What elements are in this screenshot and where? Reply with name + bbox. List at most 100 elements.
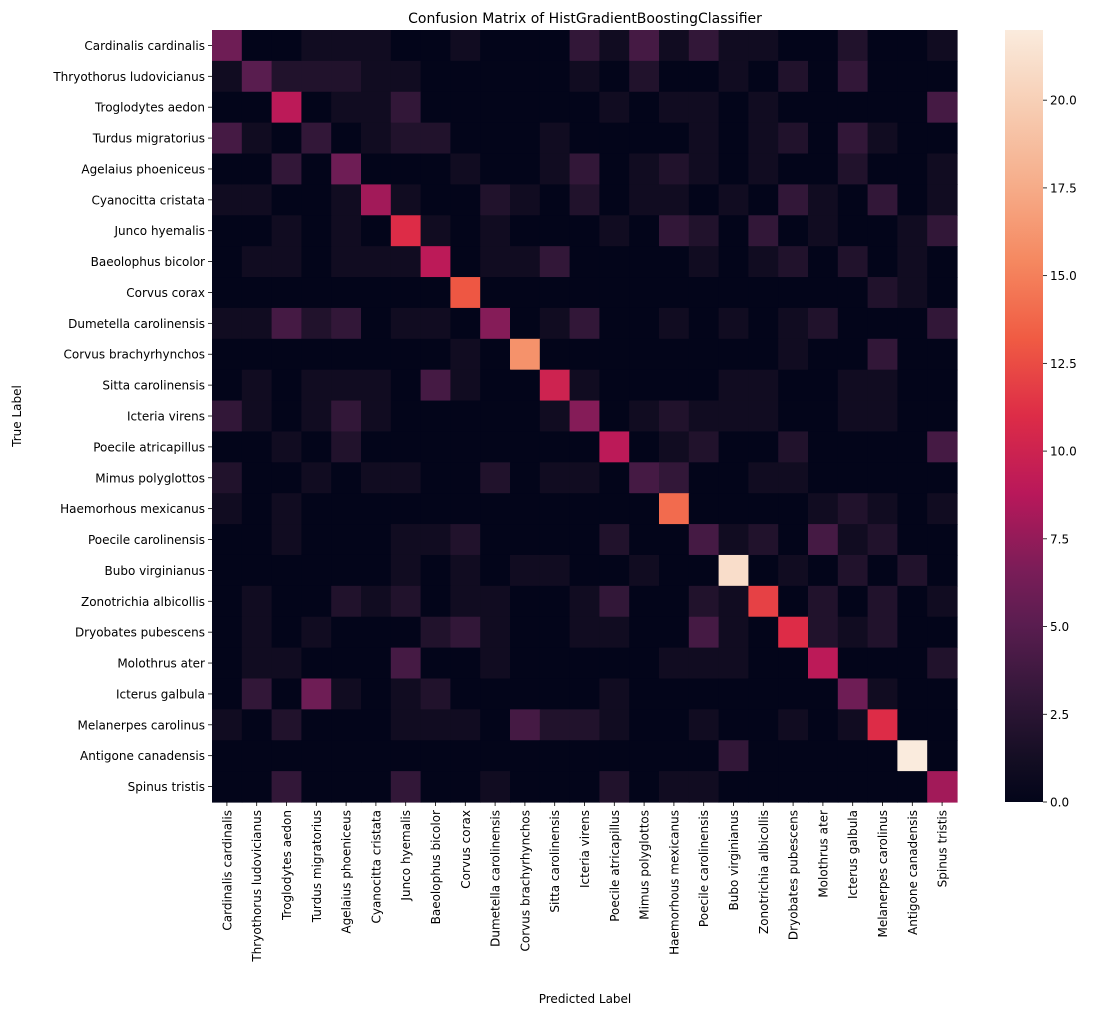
heatmap-cell (361, 30, 392, 62)
heatmap-cells (212, 30, 958, 803)
heatmap-cell (837, 400, 869, 433)
heatmap-cell (778, 493, 809, 525)
y-tick-label: Mimus polyglottos (95, 471, 205, 485)
heatmap-cell (480, 554, 511, 587)
heatmap-cell (927, 771, 958, 803)
y-tick-label: Haemorhous mexicanus (60, 502, 205, 516)
heatmap-cell (539, 338, 571, 371)
heatmap-cell (688, 524, 720, 556)
heatmap-cell (420, 647, 451, 680)
heatmap-cell (629, 493, 660, 525)
heatmap-cell (808, 678, 839, 710)
heatmap-cell (688, 369, 720, 402)
heatmap-cell (659, 369, 690, 402)
heatmap-cell (361, 771, 392, 803)
heatmap-cell (212, 122, 243, 155)
heatmap-cell (897, 91, 928, 124)
heatmap-cell (897, 554, 928, 587)
heatmap-cell (301, 616, 332, 649)
heatmap-cell (420, 246, 451, 278)
heatmap-cell (897, 307, 928, 340)
heatmap-cell (867, 524, 898, 556)
y-tick-label: Agelaius phoeniceus (81, 162, 205, 176)
heatmap-cell (659, 277, 690, 309)
x-tick-label: Baeolophus bicolor (429, 810, 443, 924)
heatmap-cell (659, 91, 690, 124)
heatmap-cell (599, 122, 630, 155)
heatmap-cell (629, 60, 660, 93)
heatmap-cell (539, 771, 571, 803)
y-tick-label: Icterus galbula (116, 687, 205, 701)
heatmap-cell (450, 771, 481, 803)
heatmap-cell (897, 462, 928, 494)
heatmap-cell (510, 369, 541, 402)
heatmap-cell (808, 122, 839, 155)
heatmap-cell (510, 431, 541, 463)
heatmap-cell (420, 740, 451, 772)
heatmap-cell (212, 184, 243, 216)
heatmap-cell (748, 246, 779, 278)
heatmap-cell (659, 740, 690, 772)
heatmap-cell (390, 153, 422, 185)
heatmap-cell (927, 524, 958, 556)
heatmap-cell (659, 524, 690, 556)
heatmap-cell (361, 709, 392, 741)
heatmap-cell (331, 30, 362, 62)
heatmap-cell (778, 678, 809, 710)
heatmap-cell (569, 338, 600, 371)
heatmap-cell (837, 740, 869, 772)
y-tick-label: Cardinalis cardinalis (84, 39, 205, 53)
heatmap-cell (212, 30, 243, 62)
heatmap-cell (867, 277, 898, 309)
heatmap-cell (659, 771, 690, 803)
heatmap-cell (808, 30, 839, 62)
heatmap-cell (271, 554, 302, 587)
heatmap-cell (688, 30, 720, 62)
heatmap-cell (361, 122, 392, 155)
heatmap-cell (361, 585, 392, 618)
heatmap-cell (778, 369, 809, 402)
heatmap-cell (480, 647, 511, 680)
heatmap-cell (450, 524, 481, 556)
heatmap-cell (241, 554, 273, 587)
y-tick-labels: Cardinalis cardinalis Thryothorus ludovic… (52, 39, 212, 794)
heatmap-cell (659, 246, 690, 278)
heatmap-cell (808, 431, 839, 463)
heatmap-cell (748, 338, 779, 371)
heatmap-cell (629, 307, 660, 340)
heatmap-cell (897, 771, 928, 803)
heatmap-cell (599, 153, 630, 185)
heatmap-cell (301, 30, 332, 62)
heatmap-cell (629, 585, 660, 618)
heatmap-cell (629, 678, 660, 710)
heatmap-cell (271, 277, 302, 309)
heatmap-cell (480, 524, 511, 556)
heatmap-cell (867, 153, 898, 185)
heatmap-cell (241, 462, 273, 494)
heatmap-cell (659, 493, 690, 525)
heatmap-cell (659, 647, 690, 680)
heatmap-cell (808, 493, 839, 525)
heatmap-cell (778, 431, 809, 463)
heatmap-cell (659, 60, 690, 93)
heatmap-cell (331, 307, 362, 340)
heatmap-cell (331, 153, 362, 185)
heatmap-cell (927, 91, 958, 124)
heatmap-cell (301, 524, 332, 556)
heatmap-cell (420, 771, 451, 803)
heatmap-cell (867, 215, 898, 247)
y-tick-label: Icteria virens (127, 410, 205, 424)
heatmap-cell (778, 246, 809, 278)
heatmap-cell (390, 122, 422, 155)
heatmap-cell (271, 338, 302, 371)
heatmap-cell (331, 184, 362, 216)
x-tick-label: Spinus tristis (936, 810, 950, 887)
y-tick-label: Cyanocitta cristata (91, 193, 205, 207)
heatmap-cell (450, 153, 481, 185)
heatmap-cell (778, 153, 809, 185)
heatmap-cell (271, 647, 302, 680)
heatmap-cell (212, 771, 243, 803)
heatmap-cell (569, 400, 600, 433)
heatmap-cell (450, 338, 481, 371)
